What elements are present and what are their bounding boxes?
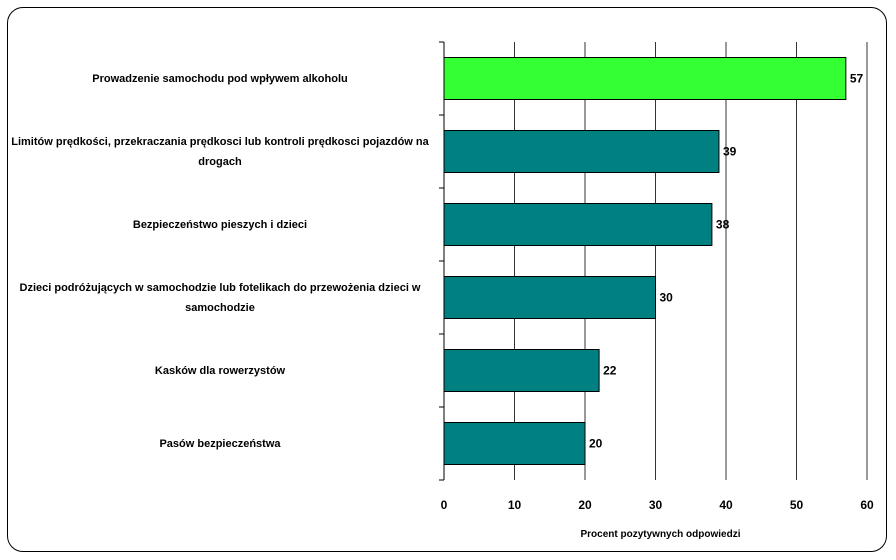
category-label-text: Kasków dla rowerzystów (154, 364, 286, 377)
x-tick-label: 10 (508, 498, 522, 512)
category-label-text: Bezpieczeństwo pieszych i dzieci (132, 218, 308, 231)
data-label: 22 (603, 364, 617, 378)
category-label-text: Prowadzenie samochodu pod wpływem alkoho… (92, 72, 348, 85)
x-tick-label: 60 (860, 498, 874, 512)
x-axis-title: Procent pozytywnych odpowiedzi (580, 529, 740, 540)
data-label: 20 (589, 437, 603, 451)
x-tick-label: 0 (441, 498, 448, 512)
category-label: Bezpieczeństwo pieszych i dzieci (6, 205, 434, 245)
bar (443, 276, 656, 319)
category-label: Dzieci podróżujących w samochodzie lub f… (6, 278, 434, 318)
data-label: 30 (660, 291, 674, 305)
category-label-text: Limitów prędkości, przekraczania prędkos… (11, 135, 429, 168)
data-label: 38 (716, 218, 730, 232)
data-label: 57 (850, 72, 864, 86)
x-tick-label: 40 (719, 498, 733, 512)
x-tick-label: 30 (649, 498, 663, 512)
bar (443, 422, 586, 465)
bar (443, 57, 847, 100)
x-tick-label: 50 (790, 498, 804, 512)
category-label: Prowadzenie samochodu pod wpływem alkoho… (6, 59, 434, 99)
data-label: 39 (723, 145, 737, 159)
bar (443, 203, 713, 246)
x-tick-label: 20 (578, 498, 592, 512)
category-label: Limitów prędkości, przekraczania prędkos… (6, 132, 434, 172)
category-label-text: Dzieci podróżujących w samochodzie lub f… (19, 281, 421, 314)
bar (443, 349, 600, 392)
bar (443, 130, 720, 173)
category-label-text: Pasów bezpieczeństwa (159, 437, 281, 450)
category-label: Kasków dla rowerzystów (6, 351, 434, 391)
category-label: Pasów bezpieczeństwa (6, 424, 434, 464)
